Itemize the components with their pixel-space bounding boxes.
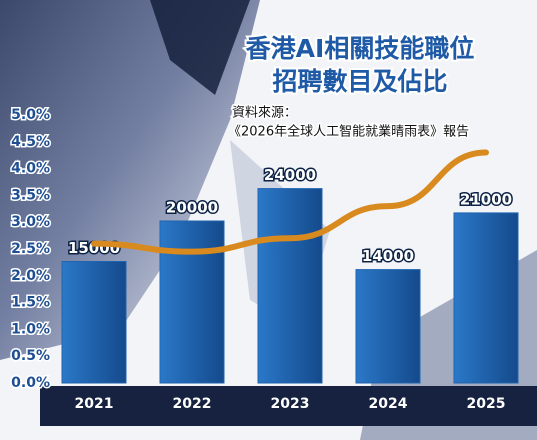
y-tick-label: 5.0% [11,107,50,123]
illustration [150,0,250,95]
value-label: 24000 [264,166,316,184]
source-label: 資料來源： [232,106,297,121]
line [91,149,489,255]
y-tick-label: 0.5% [11,348,50,364]
y-tick-label: 4.0% [11,161,50,177]
source: 《2026年全球人工智能就業晴雨表》報告 [228,124,469,140]
y-tick-label: 1.0% [11,321,50,337]
chart-subtitle: 招聘數目及佔比 [272,67,447,96]
y-tick-label: 4.5% [11,134,50,150]
bar [355,269,421,384]
x-tick-label: 2025 [467,396,506,412]
bar [257,188,323,384]
y-tick-label: 2.0% [11,268,50,284]
y-tick-label: 0.0% [11,375,50,391]
x-tick-label: 2022 [173,396,212,412]
chart-title: 香港AI相關技能職位 [246,34,475,63]
y-tick-label: 3.0% [11,214,50,230]
y-tick-label: 1.5% [11,295,50,311]
value-label: 21000 [460,190,512,208]
y-tick-label: 3.5% [11,187,50,203]
x-tick-label: 2021 [75,396,114,412]
x-tick-label: 2024 [369,396,408,412]
bar [61,261,127,384]
bar [159,220,225,384]
x-axis-band [40,386,537,426]
x-tick-label: 2023 [271,396,310,412]
value-label: 14000 [362,247,414,265]
bar [453,212,519,384]
y-tick-label: 2.5% [11,241,50,257]
value-label: 20000 [166,199,218,217]
